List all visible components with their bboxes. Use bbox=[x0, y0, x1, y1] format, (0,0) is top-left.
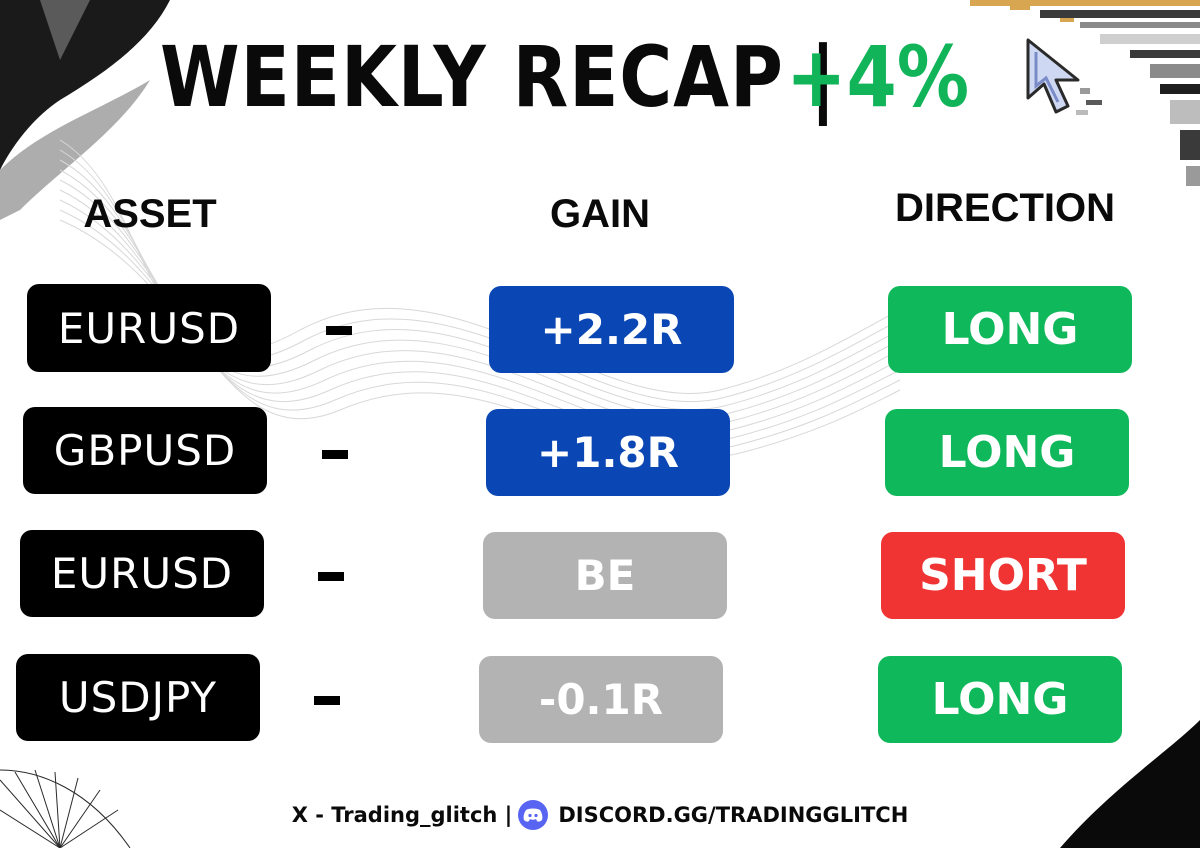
column-header-gain: GAIN bbox=[550, 192, 650, 236]
row-separator-dash bbox=[314, 696, 340, 705]
title-bar: WEEKLY RECAP | +4% bbox=[0, 22, 1200, 132]
row-separator-dash bbox=[326, 326, 352, 335]
footer: X - Trading_glitch | DISCORD.GG/TRADINGG… bbox=[0, 795, 1200, 835]
gain-pill: +1.8R bbox=[486, 409, 730, 496]
discord-icon bbox=[518, 800, 549, 830]
direction-pill: LONG bbox=[888, 286, 1132, 373]
row-separator-dash bbox=[318, 572, 344, 581]
page-title: WEEKLY RECAP | bbox=[160, 28, 838, 126]
gain-pill: BE bbox=[483, 532, 727, 619]
gain-pill: -0.1R bbox=[479, 656, 723, 743]
asset-pill: GBPUSD bbox=[23, 407, 267, 494]
x-handle: X - Trading_glitch | bbox=[291, 803, 513, 827]
asset-pill: EURUSD bbox=[27, 284, 271, 372]
column-header-direction: DIRECTION bbox=[895, 186, 1115, 230]
asset-pill: EURUSD bbox=[20, 530, 264, 617]
discord-link[interactable]: DISCORD.GG/TRADINGGLITCH bbox=[558, 803, 909, 827]
direction-pill: SHORT bbox=[881, 532, 1125, 619]
direction-pill: LONG bbox=[885, 409, 1129, 496]
asset-pill: USDJPY bbox=[16, 654, 260, 741]
row-separator-dash bbox=[322, 450, 348, 459]
column-header-asset: ASSET bbox=[83, 192, 217, 236]
gain-pill: +2.2R bbox=[489, 286, 734, 373]
direction-pill: LONG bbox=[878, 656, 1122, 743]
cursor-icon bbox=[1026, 38, 1102, 115]
weekly-percent: +4% bbox=[786, 28, 970, 126]
